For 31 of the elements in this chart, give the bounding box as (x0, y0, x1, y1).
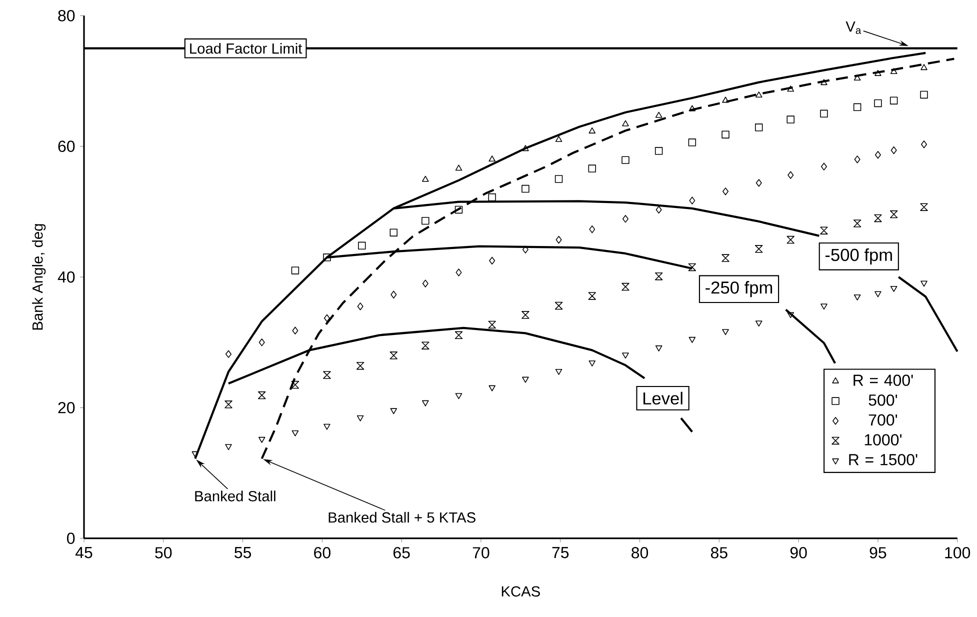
series-label: -500 fpm (825, 248, 892, 264)
x-tick-label: 90 (790, 547, 807, 558)
legend-label: R = 400' (854, 374, 913, 386)
y-tick-label: 80 (58, 10, 75, 22)
y-tick-label: 0 (67, 532, 75, 544)
x-tick-label: 60 (314, 547, 330, 558)
y-tick-label: 40 (58, 271, 75, 283)
annotation: Banked Stall + 5 KTAS (328, 512, 476, 523)
legend-label: 1000' (864, 434, 902, 446)
x-tick-label: 100 (945, 547, 970, 558)
series-label: -250 fpm (706, 281, 772, 298)
x-tick-label: 70 (472, 547, 490, 558)
x-tick-label: 45 (75, 547, 92, 558)
annotation: Banked Stall (195, 490, 276, 502)
annotation: V$_{a}$ (846, 22, 862, 34)
y-tick-label: 20 (58, 402, 75, 414)
x-tick-label: 85 (710, 547, 728, 558)
x-tick-label: 50 (155, 547, 172, 558)
x-tick-label: 80 (632, 547, 648, 558)
x-tick-label: 55 (234, 547, 252, 558)
x-tick-label: 65 (393, 547, 410, 558)
legend-label: 500' (868, 394, 898, 406)
legend-label: 700' (868, 414, 898, 426)
x-tick-label: 75 (552, 547, 569, 558)
ref-line-label: Load Factor Limit (190, 42, 302, 54)
series-label: Level (643, 392, 682, 405)
legend-label: R = 1500' (849, 454, 918, 466)
y-tick-label: 60 (58, 140, 75, 152)
y-axis-title: Bank Angle, deg (32, 224, 46, 330)
x-axis-title: KCAS (502, 586, 540, 597)
x-tick-label: 95 (870, 547, 886, 558)
